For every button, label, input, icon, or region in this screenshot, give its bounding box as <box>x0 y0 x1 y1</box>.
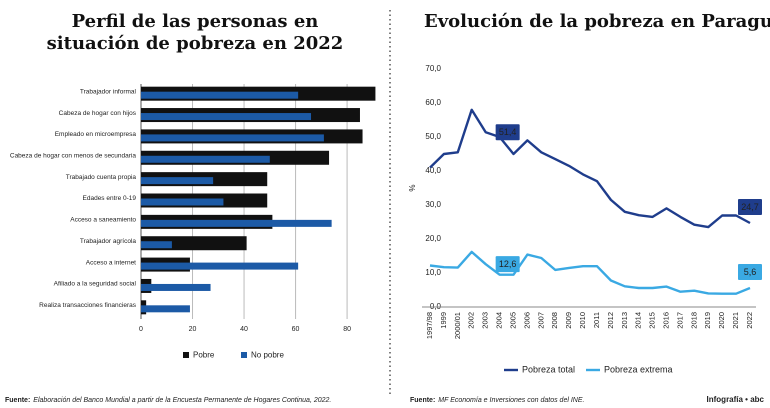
legend-label: Pobre <box>193 351 215 360</box>
source-text: MF Economía e Inversiones con datos del … <box>438 397 584 404</box>
value-label: 12,6 <box>499 259 517 269</box>
x-tick-label: 2011 <box>592 312 601 328</box>
x-tick-label: 2002 <box>467 312 476 329</box>
y-tick-label: 40,0 <box>425 166 441 175</box>
y-tick-label: Afiliado a la seguridad social <box>54 281 137 288</box>
x-tick-label: 2000/01 <box>453 312 462 339</box>
x-tick-label: 2006 <box>522 312 531 329</box>
y-tick-label: 20,0 <box>425 234 441 243</box>
credit: Infografía • abc <box>707 395 765 404</box>
y-tick-label: 10,0 <box>425 268 441 277</box>
x-tick-label: 2005 <box>508 312 517 329</box>
source: Fuente: Elaboración del Banco Mundial a p… <box>5 397 331 404</box>
series-line <box>429 108 751 229</box>
source-text: Elaboración del Banco Mundial a partir d… <box>33 397 331 404</box>
bar <box>141 198 224 206</box>
x-tick-label: 60 <box>292 326 300 333</box>
x-tick-label: 2010 <box>578 312 587 329</box>
bar <box>141 283 211 291</box>
y-tick-label: Realiza transacciones financieras <box>39 302 137 309</box>
y-tick-label: Trabajador informal <box>80 88 137 95</box>
x-tick-label: 2003 <box>481 312 490 329</box>
x-tick-label: 2014 <box>634 312 643 329</box>
chart-title: Perfil de las personas en <box>72 11 319 32</box>
y-tick-label: 60,0 <box>425 98 441 107</box>
x-tick-label: 2019 <box>703 312 712 329</box>
bar <box>141 219 332 227</box>
y-tick-label: Trabajador agrícola <box>80 238 137 245</box>
x-tick-label: 2013 <box>620 312 629 329</box>
x-tick-label: 2007 <box>536 312 545 329</box>
x-tick-label: 2009 <box>564 312 573 329</box>
y-tick-label: Cabeza de hogar con menos de secundaria <box>10 152 136 159</box>
value-label: 51,4 <box>499 127 517 137</box>
y-tick-label: Cabeza de hogar con hijos <box>59 110 137 117</box>
bar <box>141 91 299 99</box>
x-tick-label: 2008 <box>550 312 559 329</box>
bar <box>141 113 312 121</box>
x-tick-label: 1997/98 <box>425 312 434 339</box>
chart-title: Evolución de la pobreza en Paraguay <box>424 11 770 32</box>
bar <box>141 155 270 163</box>
value-label-box <box>738 199 762 216</box>
x-tick-label: 40 <box>240 326 248 333</box>
x-tick-label: 1999 <box>439 312 448 329</box>
x-tick-label: 2015 <box>648 312 657 329</box>
x-tick-label: 2020 <box>717 312 726 329</box>
y-tick-label: Trabajado cuenta propia <box>66 174 137 181</box>
source-label: Fuente: <box>410 397 435 404</box>
legend-label: No pobre <box>251 351 284 360</box>
x-tick-label: 0 <box>139 326 143 333</box>
source-label: Fuente: <box>5 397 30 404</box>
value-label: 24,7 <box>741 202 759 212</box>
y-tick-label: 70,0 <box>425 64 441 73</box>
x-tick-label: 2021 <box>731 312 740 329</box>
y-axis-label: % <box>408 184 417 191</box>
y-tick-label: Edades entre 0-19 <box>83 195 137 202</box>
series-line <box>429 250 751 295</box>
source: Fuente: MF Economía e Inversiones con dat… <box>410 397 585 404</box>
bar <box>141 305 190 313</box>
x-tick-label: 2012 <box>606 312 615 329</box>
legend-label: Pobreza total <box>522 364 575 374</box>
value-label-box <box>495 256 520 273</box>
value-label-box <box>495 124 520 141</box>
x-tick-label: 20 <box>189 326 197 333</box>
legend-swatch <box>183 352 189 358</box>
legend-swatch <box>241 352 247 358</box>
bar <box>141 241 172 249</box>
legend-label: Pobreza extrema <box>604 364 673 374</box>
y-tick-label: Acceso a saneamiento <box>70 217 136 224</box>
value-label-box <box>738 263 762 280</box>
x-tick-label: 2004 <box>495 312 504 329</box>
bar <box>141 134 324 142</box>
bar <box>141 177 214 185</box>
x-tick-label: 2016 <box>662 312 671 329</box>
chart-title: situación de pobreza en 2022 <box>47 33 344 54</box>
bar <box>141 262 299 270</box>
x-tick-label: 2017 <box>675 312 684 329</box>
y-tick-label: 50,0 <box>425 132 441 141</box>
value-label: 5,6 <box>744 267 757 277</box>
y-tick-label: 30,0 <box>425 200 441 209</box>
x-tick-label: 80 <box>343 326 351 333</box>
y-tick-label: Empleado en microempresa <box>55 131 137 138</box>
y-tick-label: Acceso a internet <box>86 259 136 266</box>
x-tick-label: 2018 <box>689 312 698 329</box>
x-tick-label: 2022 <box>745 312 754 329</box>
